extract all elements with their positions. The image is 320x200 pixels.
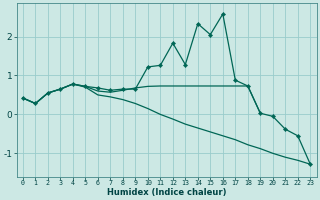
X-axis label: Humidex (Indice chaleur): Humidex (Indice chaleur) xyxy=(107,188,226,197)
